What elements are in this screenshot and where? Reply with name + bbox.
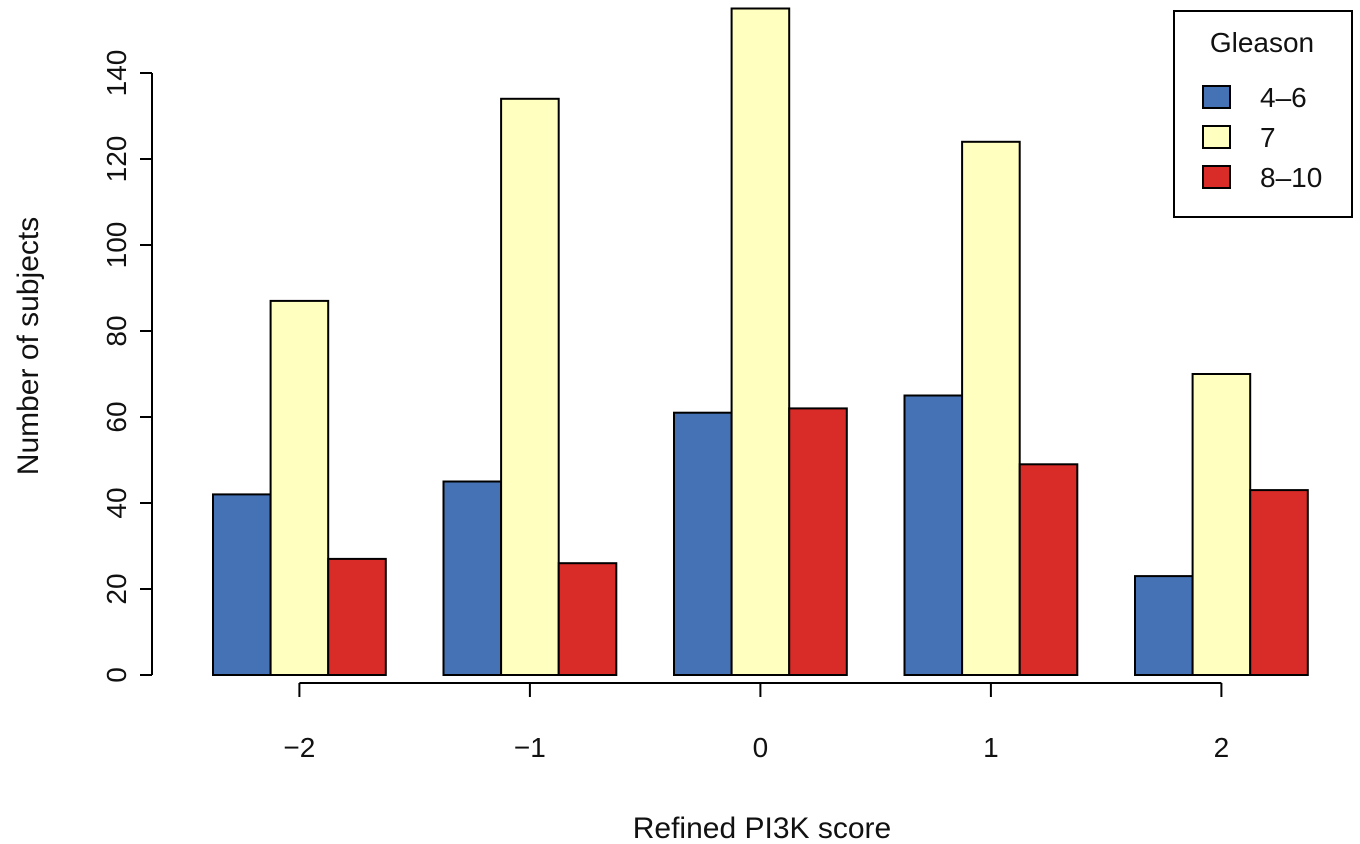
bar [327, 557, 387, 677]
legend-swatch [1202, 125, 1231, 149]
legend-title: Gleason [1210, 27, 1314, 58]
legend: Gleason 4–6 7 8–10 [1173, 10, 1353, 218]
y-axis: 0 20 40 60 80 100 120 140 [101, 50, 153, 683]
x-axis: −2 −1 0 1 2 [283, 682, 1230, 763]
x-tick-label: 2 [1214, 732, 1230, 763]
x-tick-label: −1 [514, 732, 546, 763]
x-axis-title: Refined PI3K score [633, 812, 891, 844]
y-tick-label: 40 [101, 487, 132, 518]
legend-label: 7 [1260, 122, 1276, 153]
legend-swatch [1202, 165, 1231, 189]
bar [269, 299, 330, 676]
bar [1249, 489, 1309, 676]
y-tick-label: 20 [101, 573, 132, 604]
legend-label: 4–6 [1260, 82, 1307, 113]
x-tick-label: 1 [983, 732, 999, 763]
bar [500, 97, 560, 677]
y-tick-label: 140 [101, 50, 132, 97]
bar [903, 394, 964, 676]
legend-swatch [1202, 85, 1231, 109]
bar [961, 140, 1021, 677]
x-tick-label: 0 [753, 732, 769, 763]
bar [1018, 463, 1079, 676]
legend-label: 8–10 [1260, 162, 1322, 193]
y-tick-label: 100 [101, 222, 132, 269]
y-tick-label: 120 [101, 136, 132, 183]
bar [788, 407, 848, 676]
y-tick-label: 60 [101, 401, 132, 432]
bars [212, 7, 1309, 677]
y-axis-title: Number of subjects [12, 217, 45, 475]
bar [557, 562, 618, 677]
legend-items: 4–6 7 8–10 [1202, 82, 1322, 193]
y-tick-label: 0 [101, 667, 132, 683]
bar [1134, 575, 1194, 676]
bar [442, 480, 503, 676]
x-tick-label: −2 [283, 732, 315, 763]
bar [1191, 373, 1252, 676]
bar [212, 493, 272, 676]
bar [673, 411, 733, 676]
bar [730, 7, 791, 676]
y-tick-label: 80 [101, 315, 132, 346]
